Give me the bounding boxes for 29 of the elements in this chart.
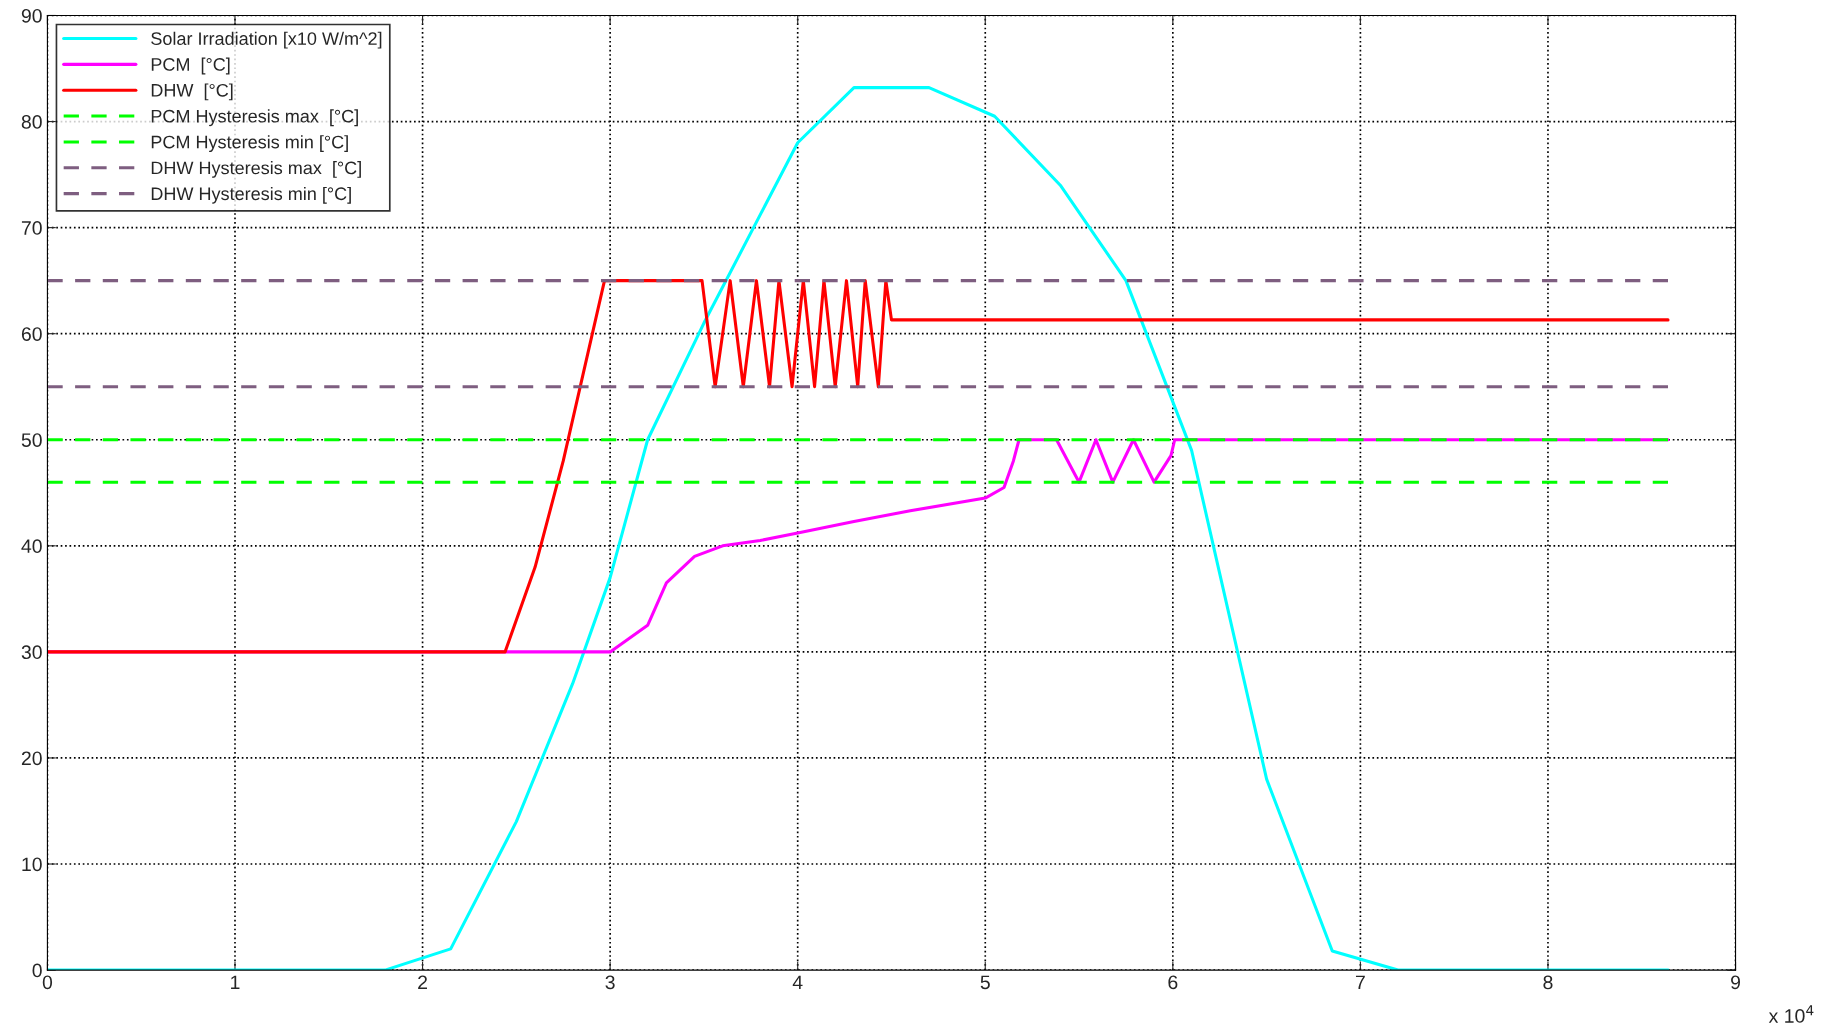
y-tick-label: 80 (21, 115, 42, 129)
x-tick-label: 4 (792, 975, 803, 990)
y-tick-label: 90 (21, 8, 42, 23)
x-tick-label: 3 (605, 975, 615, 990)
legend-label: PCM Hysteresis min [°C] (151, 135, 348, 152)
legend-label: PCM Hysteresis max [°C] (151, 109, 358, 127)
legend-label: PCM [°C] (151, 57, 230, 75)
x-tick-label: 2 (418, 975, 427, 990)
x-tick-label: 8 (1543, 975, 1553, 990)
legend-label: DHW Hysteresis min [°C] (151, 186, 351, 204)
x-tick-label: 0 (42, 975, 53, 990)
x-tick-label: 6 (1168, 975, 1178, 990)
y-tick-label: 50 (21, 433, 42, 447)
text: x 10$^{4}$ (1768, 1005, 1814, 1023)
y-tick-label: 10 (22, 857, 42, 872)
y-tick-label: 40 (21, 539, 42, 554)
legend-label: Solar Irradiation [x10 W/m^2] (151, 31, 382, 49)
y-tick-label: 70 (21, 221, 42, 235)
x-tick-label: 1 (231, 975, 240, 990)
x-tick-label: 7 (1355, 975, 1365, 990)
y-tick-label: 60 (21, 327, 42, 341)
x-tick-label: 9 (1731, 975, 1741, 990)
line-series (47, 279, 1670, 654)
y-tick-label: 20 (21, 751, 42, 766)
legend-label: DHW Hysteresis max [°C] (151, 161, 361, 178)
x-tick-label: 5 (980, 975, 990, 990)
y-tick-label: 0 (32, 963, 42, 978)
y-tick-label: 30 (21, 645, 42, 660)
legend-label: DHW [°C] (151, 83, 233, 101)
